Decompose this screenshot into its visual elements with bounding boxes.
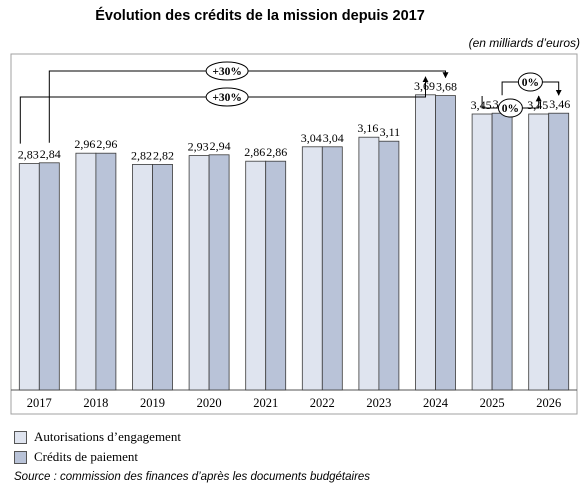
data-label-cp-2020: 2,94 xyxy=(210,139,231,153)
legend-label-cp: Crédits de paiement xyxy=(34,449,138,464)
x-tick-2023: 2023 xyxy=(366,396,391,410)
bar-cp-2017 xyxy=(38,162,60,391)
data-label-ae-2018: 2,96 xyxy=(74,137,95,151)
bar-cp-2022 xyxy=(321,146,343,391)
bar-cp-2024 xyxy=(435,95,456,391)
data-label-cp-2018: 2,96 xyxy=(96,137,117,151)
growth-label-bubble-1 xyxy=(205,87,249,107)
bar-cp-2021 xyxy=(265,160,287,391)
bar-cp-2026 xyxy=(548,112,570,391)
data-label-ae-2017: 2,83 xyxy=(18,148,39,162)
data-label-ae-2025: 3,45 xyxy=(471,98,492,112)
legend-item-cp: Crédits de paiement xyxy=(14,447,181,467)
bar-ae-2019 xyxy=(132,163,153,391)
x-tick-2026: 2026 xyxy=(536,396,561,410)
data-label-ae-2019: 2,82 xyxy=(131,148,152,162)
bar-ae-2017 xyxy=(18,163,40,391)
legend: Autorisations d’engagement Crédits de pa… xyxy=(14,427,181,467)
x-tick-2021: 2021 xyxy=(253,396,278,410)
bar-ae-2026 xyxy=(528,113,550,391)
x-tick-2018: 2018 xyxy=(83,396,108,410)
x-tick-2017: 2017 xyxy=(27,396,52,410)
x-tick-2022: 2022 xyxy=(310,396,335,410)
bar-ae-2021 xyxy=(245,160,267,391)
data-label-ae-2023: 3,16 xyxy=(357,121,378,135)
bar-cp-2018 xyxy=(95,152,117,391)
legend-swatch-ae xyxy=(14,430,27,444)
chart-title: Évolution des crédits de la mission depu… xyxy=(95,8,425,24)
bar-ae-2025 xyxy=(471,113,493,391)
unit-note: (en milliards d’euros) xyxy=(468,36,580,50)
bar-chart: 2,83 2,84 2017 2,96 2,96 2018 2,82 2,82 2019 2,93… xyxy=(10,53,578,415)
x-tick-2019: 2019 xyxy=(140,396,165,410)
growth-label-1: +30% xyxy=(212,92,242,104)
data-label-cp-2024: 3,68 xyxy=(436,80,457,94)
data-label-ae-2021: 2,86 xyxy=(244,145,265,159)
data-label-cp-2021: 2,86 xyxy=(266,145,287,159)
data-label-cp-2023: 3,11 xyxy=(380,125,401,139)
bar-ae-2020 xyxy=(188,155,210,391)
legend-label-ae: Autorisations d’engagement xyxy=(34,429,181,444)
growth-label-bubble-0 xyxy=(205,61,249,81)
x-tick-2025: 2025 xyxy=(480,396,505,410)
bar-cp-2019 xyxy=(152,163,173,391)
data-label-cp-2017: 2,84 xyxy=(40,147,61,161)
growth-label-bubble-3 xyxy=(497,98,523,118)
bar-ae-2024 xyxy=(415,94,436,391)
data-label-cp-2026: 3,46 xyxy=(549,97,570,111)
data-label-cp-2022: 3,04 xyxy=(323,131,344,145)
bar-cp-2023 xyxy=(378,140,400,391)
bar-ae-2022 xyxy=(301,146,323,391)
bar-ae-2023 xyxy=(358,136,380,391)
data-label-ae-2024: 3,69 xyxy=(414,79,435,93)
legend-item-ae: Autorisations d’engagement xyxy=(14,427,181,447)
growth-label-0: +30% xyxy=(212,66,242,78)
data-label-cp-2019: 2,82 xyxy=(153,148,174,162)
bar-ae-2018 xyxy=(75,152,97,391)
growth-label-bubble-2 xyxy=(517,72,543,92)
x-tick-2020: 2020 xyxy=(197,396,222,410)
source-note: Source : commission des finances d’après… xyxy=(14,471,371,483)
growth-label-2: 0% xyxy=(522,77,539,89)
data-label-ae-2026: 3,45 xyxy=(527,98,548,112)
data-label-ae-2022: 3,04 xyxy=(301,131,322,145)
bar-cp-2020 xyxy=(208,154,230,391)
plot-frame xyxy=(10,53,578,415)
data-label-ae-2020: 2,93 xyxy=(188,140,209,154)
growth-label-3: 0% xyxy=(502,103,519,115)
legend-swatch-cp xyxy=(14,450,27,464)
x-tick-2024: 2024 xyxy=(423,396,449,410)
bar-cp-2025 xyxy=(491,112,513,391)
